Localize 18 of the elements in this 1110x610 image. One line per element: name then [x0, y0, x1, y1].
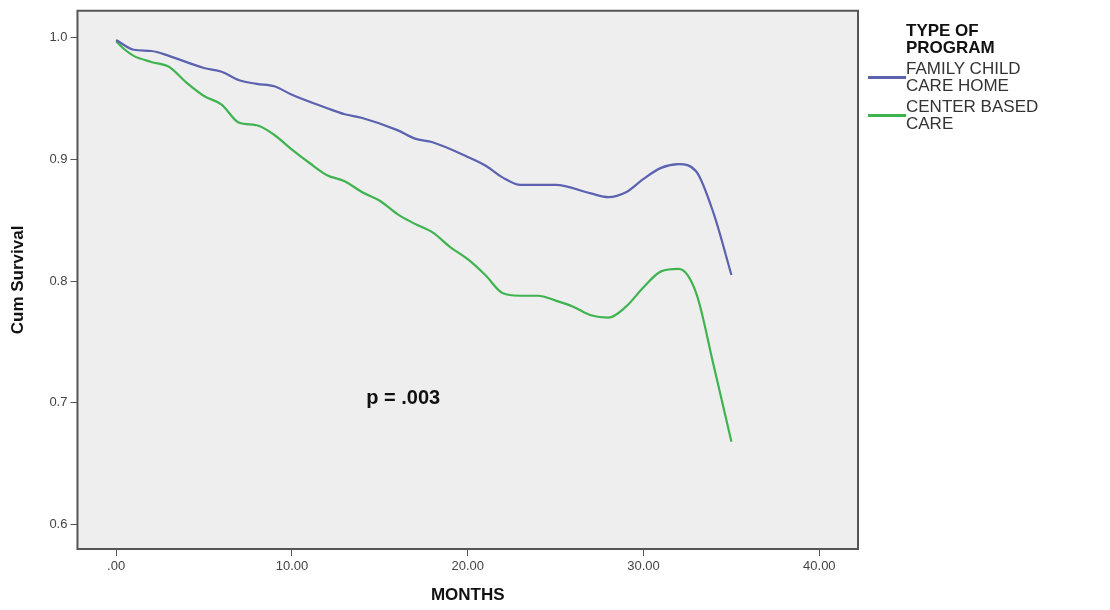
y-tick-label: 0.9 — [49, 150, 68, 166]
x-tick-label: .00 — [107, 558, 126, 574]
x-tick-label: 30.00 — [627, 558, 660, 574]
line-series — [115, 38, 733, 277]
legend-label: FAMILY CHILD CARE HOME — [906, 59, 1022, 95]
x-tick-label: 40.00 — [803, 558, 836, 574]
annotation: p = .003 — [366, 385, 441, 408]
y-axis-title: Cum Survival — [7, 225, 27, 335]
x-tick-label: 10.00 — [275, 558, 309, 574]
x-tick-label: 20.00 — [451, 558, 485, 574]
y-tick-label: 0.7 — [49, 394, 68, 410]
y-tick-label: 1.0 — [49, 29, 68, 45]
line-series — [115, 40, 733, 443]
y-tick-label: 0.8 — [49, 272, 68, 288]
legend-label: CENTER BASED CARE — [906, 97, 1040, 133]
y-tick-label: 0.6 — [49, 516, 68, 532]
legend-title: TYPE OF PROGRAM — [906, 21, 996, 57]
x-axis-title: MONTHS — [430, 585, 505, 605]
